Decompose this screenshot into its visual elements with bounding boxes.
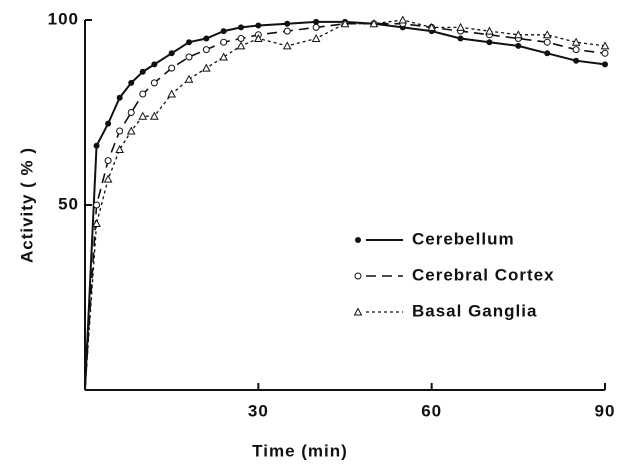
data-point (149, 111, 159, 120)
series-line (84, 19, 606, 391)
data-point (486, 39, 493, 46)
data-point (369, 19, 379, 28)
y-tick-label: 100 (48, 9, 79, 28)
data-point (236, 41, 246, 50)
data-point (571, 37, 581, 46)
data-point (116, 94, 123, 101)
data-point (186, 39, 192, 46)
data-point (253, 33, 263, 42)
data-point (167, 89, 177, 98)
data-point (219, 52, 229, 61)
data-point (573, 57, 580, 64)
data-point (126, 126, 136, 135)
data-point (103, 174, 113, 183)
data-point (311, 33, 321, 42)
data-point (93, 201, 101, 209)
data-point (202, 46, 210, 54)
data-point (139, 68, 146, 75)
data-point (543, 38, 551, 46)
data-point (128, 79, 135, 86)
data-point (457, 35, 464, 42)
legend-marker (355, 237, 361, 243)
data-point (105, 120, 112, 127)
legend-label: Cerebellum (412, 229, 515, 248)
data-point (184, 74, 194, 83)
data-point (93, 142, 100, 149)
legend-marker (353, 307, 363, 316)
x-tick-label: 60 (421, 401, 442, 420)
data-point (203, 35, 210, 42)
data-point (220, 38, 228, 46)
data-point (138, 111, 148, 120)
y-axis-label: Activity ( % ) (17, 147, 36, 263)
data-point (168, 64, 176, 72)
data-point (255, 22, 262, 29)
legend-label: Basal Ganglia (412, 301, 537, 320)
data-point (237, 35, 245, 42)
data-point (127, 109, 135, 116)
data-point (238, 24, 244, 31)
data-point (515, 42, 522, 49)
data-point (544, 50, 551, 57)
data-point (398, 15, 408, 24)
data-point (151, 61, 158, 68)
data-point (456, 22, 465, 31)
data-point (92, 218, 101, 227)
data-point (572, 46, 580, 54)
legend-label: Cerebral Cortex (412, 265, 555, 284)
data-point (513, 30, 523, 39)
data-point (185, 53, 193, 61)
data-point (284, 20, 291, 27)
data-point (427, 22, 437, 31)
data-point (282, 41, 292, 50)
data-point (283, 27, 291, 35)
data-point (601, 49, 609, 57)
data-point (312, 23, 320, 31)
data-point (542, 30, 552, 39)
x-tick-label: 30 (248, 401, 269, 420)
data-point (115, 144, 125, 153)
data-point (602, 61, 608, 68)
series-line (84, 20, 606, 391)
data-point (600, 41, 610, 50)
data-point (313, 18, 320, 25)
x-axis-label: Time (min) (252, 441, 348, 460)
x-tick-label: 90 (595, 401, 616, 420)
legend-marker (354, 272, 362, 280)
data-point (116, 127, 124, 135)
data-point (150, 79, 158, 87)
data-point (340, 19, 350, 28)
data-point (168, 50, 175, 57)
data-point (139, 90, 147, 98)
series-line (84, 22, 606, 391)
data-point (104, 157, 112, 165)
y-tick-label: 50 (58, 194, 79, 213)
data-point (220, 28, 227, 35)
data-point (201, 63, 211, 72)
data-point (485, 26, 494, 35)
